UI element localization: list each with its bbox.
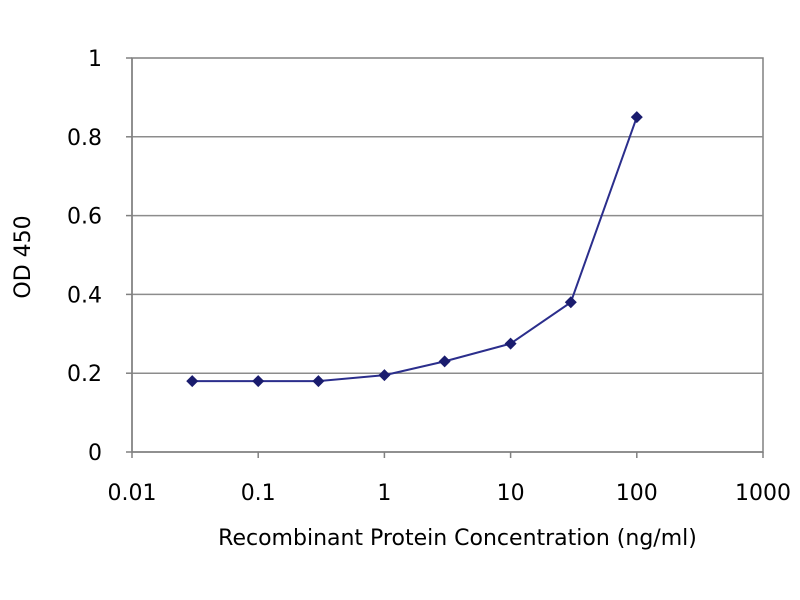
- data-point: [252, 375, 265, 388]
- data-point: [630, 111, 643, 124]
- plot-area: [131, 57, 764, 453]
- data-point: [438, 355, 451, 368]
- y-tick-label: 0.6: [67, 205, 102, 230]
- data-markers: [186, 111, 643, 388]
- y-tick-label: 1: [88, 47, 102, 72]
- x-tick-label: 1000: [735, 481, 791, 506]
- data-point: [186, 375, 199, 388]
- data-point: [504, 337, 517, 350]
- y-tick-label: 0.2: [67, 362, 102, 387]
- data-point: [378, 369, 391, 382]
- axes: [126, 57, 764, 458]
- x-tick-label: 0.01: [108, 481, 157, 506]
- grid-lines: [132, 136, 763, 374]
- series-line: [192, 116, 638, 383]
- data-point: [312, 375, 325, 388]
- y-tick-label: 0.4: [67, 283, 102, 308]
- y-tick-label: 0.8: [67, 126, 102, 151]
- data-point: [564, 296, 577, 309]
- y-axis-title: OD 450: [11, 215, 36, 298]
- x-axis-title: Recombinant Protein Concentration (ng/ml…: [218, 526, 697, 551]
- y-tick-labels: 0 0.2 0.4 0.6 0.8 1: [67, 47, 102, 466]
- x-tick-labels: 0.01 0.1 1 10 100 1000: [108, 481, 791, 506]
- x-tick-label: 1: [377, 481, 391, 506]
- x-tick-label: 0.1: [241, 481, 276, 506]
- x-tick-label: 10: [497, 481, 525, 506]
- x-tick-label: 100: [616, 481, 658, 506]
- y-tick-label: 0: [88, 441, 102, 466]
